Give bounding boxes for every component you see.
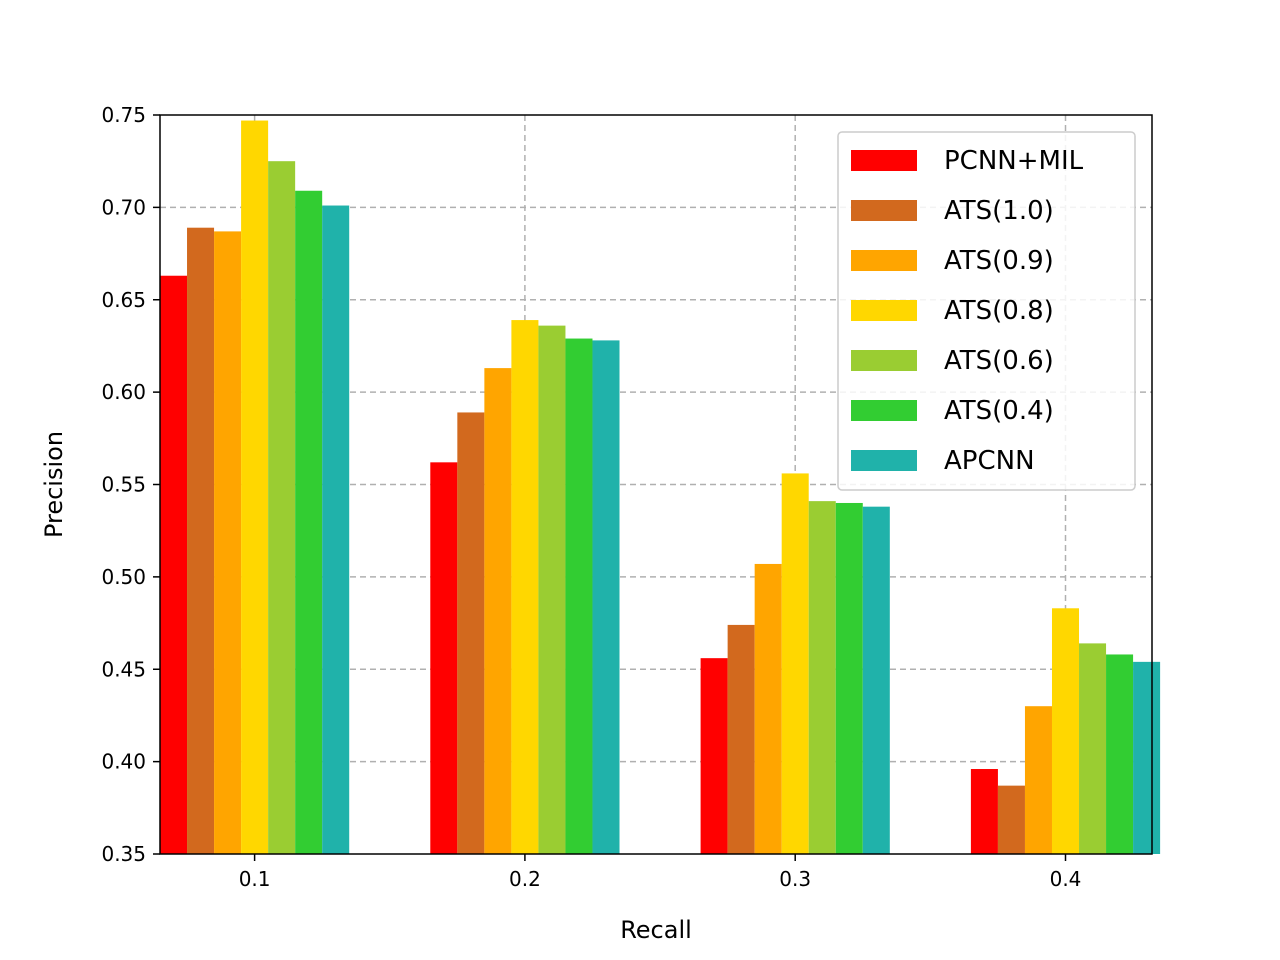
bar-ats-0-6 — [808, 501, 836, 854]
y-tick-label: 0.60 — [101, 380, 146, 404]
y-tick-label: 0.65 — [101, 288, 146, 312]
y-tick-label: 0.35 — [101, 842, 146, 866]
x-tick-label: 0.1 — [239, 867, 271, 891]
x-tick-label: 0.2 — [509, 867, 541, 891]
x-tick-label: 0.4 — [1050, 867, 1082, 891]
bar-ats-0-4 — [295, 190, 323, 854]
y-tick-label: 0.75 — [101, 103, 146, 127]
bar-ats-0-6 — [268, 161, 296, 854]
bar-ats-0-9 — [1024, 706, 1052, 854]
bar-ats-0-8 — [1051, 608, 1080, 854]
x-axis-label: Recall — [620, 916, 692, 944]
bar-ats-0-4 — [1106, 654, 1134, 854]
y-tick-label: 0.50 — [101, 565, 146, 589]
legend-swatch — [851, 350, 917, 371]
y-tick-label: 0.45 — [101, 657, 146, 681]
bar-ats-0-8 — [511, 320, 539, 854]
bar-ats-0-8 — [781, 473, 809, 854]
legend-swatch — [851, 200, 917, 221]
y-axis-label: Precision — [40, 431, 68, 538]
legend-swatch — [851, 150, 917, 171]
y-tick-label: 0.40 — [101, 750, 146, 774]
bar-apcnn — [322, 205, 350, 855]
bars — [160, 120, 1161, 855]
bar-pcnn-mil — [430, 462, 458, 854]
bar-pcnn-mil — [700, 658, 728, 854]
bar-apcnn — [862, 506, 890, 854]
bar-ats-0-9 — [214, 231, 242, 854]
legend-swatch — [851, 250, 917, 271]
bar-ats-1-0 — [457, 412, 485, 854]
legend-label: ATS(0.8) — [944, 296, 1054, 326]
x-tick-label: 0.3 — [779, 867, 811, 891]
bar-ats-0-4 — [835, 502, 863, 854]
legend-label: ATS(0.9) — [944, 246, 1054, 276]
bar-pcnn-mil — [970, 769, 998, 854]
bar-ats-0-9 — [484, 368, 512, 854]
bar-ats-0-9 — [754, 563, 782, 854]
legend-label: ATS(0.4) — [944, 396, 1054, 426]
bar-apcnn — [592, 340, 620, 854]
bar-pcnn-mil — [160, 275, 188, 854]
legend-swatch — [851, 300, 917, 321]
legend-swatch — [851, 450, 917, 471]
bar-ats-1-0 — [997, 785, 1025, 854]
bar-apcnn — [1133, 661, 1161, 854]
bar-ats-0-6 — [1079, 643, 1107, 854]
legend-label: ATS(0.6) — [944, 346, 1054, 376]
y-tick-label: 0.55 — [101, 473, 146, 497]
bar-ats-0-4 — [565, 338, 593, 854]
legend-label: ATS(1.0) — [944, 196, 1054, 226]
legend-label: APCNN — [944, 446, 1035, 476]
bar-ats-1-0 — [187, 227, 215, 854]
bar-ats-0-6 — [538, 325, 566, 854]
bar-ats-0-8 — [241, 120, 269, 855]
y-tick-label: 0.70 — [101, 195, 146, 219]
legend: PCNN+MIL ATS(1.0) ATS(0.9) ATS(0.8) ATS(0.6)… — [837, 131, 1136, 491]
axis-ticks: 0.35 0.40 0.45 0.50 0.55 0.60 0.65 0.70 0.75 0.1 0… — [101, 103, 1081, 891]
legend-label: PCNN+MIL — [944, 146, 1084, 176]
bar-ats-1-0 — [727, 624, 755, 854]
legend-swatch — [851, 400, 917, 421]
